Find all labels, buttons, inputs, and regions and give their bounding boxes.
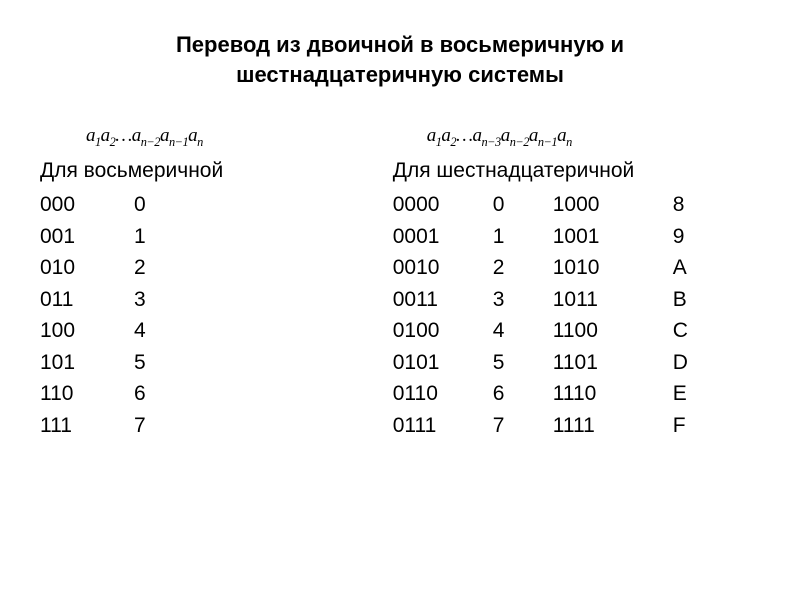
bin-cell: 1101 <box>553 347 673 379</box>
hex-subhead: Для шестнадцатеричной <box>393 159 760 183</box>
table-row: 1004 <box>40 315 393 347</box>
bin-cell: 000 <box>40 189 134 221</box>
val-cell: 7 <box>134 410 174 442</box>
val-cell: 6 <box>493 378 553 410</box>
octal-column: a1a2…an−2an−1an Для восьмеричной 0000 00… <box>40 125 393 441</box>
content-columns: a1a2…an−2an−1an Для восьмеричной 0000 00… <box>40 125 760 441</box>
page-title: Перевод из двоичной в восьмеричную и шес… <box>40 30 760 89</box>
table-row: 0000 <box>40 189 393 221</box>
octal-subhead: Для восьмеричной <box>40 159 393 183</box>
val-cell: 4 <box>134 315 174 347</box>
val-cell: 3 <box>493 284 553 316</box>
val-cell: 6 <box>134 378 174 410</box>
bin-cell: 0011 <box>393 284 493 316</box>
hex-column: a1a2…an−3an−2an−1an Для шестнадцатерично… <box>393 125 760 441</box>
bin-cell: 0001 <box>393 221 493 253</box>
val-cell: 7 <box>493 410 553 442</box>
table-row: 010151101D <box>393 347 760 379</box>
bin-cell: 1111 <box>553 410 673 442</box>
hex-formula: a1a2…an−3an−2an−1an <box>393 125 760 159</box>
bin-cell: 0010 <box>393 252 493 284</box>
val-cell: F <box>673 410 713 442</box>
table-row: 0011 <box>40 221 393 253</box>
table-row: 001131011B <box>393 284 760 316</box>
bin-cell: 0000 <box>393 189 493 221</box>
bin-cell: 110 <box>40 378 134 410</box>
formula-text: a1a2…an−3an−2an−1an <box>427 125 572 146</box>
bin-cell: 1010 <box>553 252 673 284</box>
bin-cell: 111 <box>40 410 134 442</box>
title-line-2: шестнадцатеричную системы <box>236 62 564 87</box>
val-cell: E <box>673 378 713 410</box>
title-line-1: Перевод из двоичной в восьмеричную и <box>176 32 624 57</box>
bin-cell: 1110 <box>553 378 673 410</box>
bin-cell: 1001 <box>553 221 673 253</box>
bin-cell: 101 <box>40 347 134 379</box>
table-row: 1117 <box>40 410 393 442</box>
val-cell: 0 <box>134 189 174 221</box>
table-row: 1106 <box>40 378 393 410</box>
val-cell: D <box>673 347 713 379</box>
bin-cell: 1100 <box>553 315 673 347</box>
bin-cell: 0101 <box>393 347 493 379</box>
octal-formula: a1a2…an−2an−1an <box>40 125 393 159</box>
bin-cell: 0100 <box>393 315 493 347</box>
table-row: 010041100C <box>393 315 760 347</box>
bin-cell: 1000 <box>553 189 673 221</box>
val-cell: C <box>673 315 713 347</box>
val-cell: 0 <box>493 189 553 221</box>
bin-cell: 1011 <box>553 284 673 316</box>
table-row: 0000010008 <box>393 189 760 221</box>
val-cell: 1 <box>134 221 174 253</box>
table-row: 0001110019 <box>393 221 760 253</box>
table-row: 011171111F <box>393 410 760 442</box>
table-row: 011061110E <box>393 378 760 410</box>
val-cell: 2 <box>493 252 553 284</box>
val-cell: 5 <box>134 347 174 379</box>
formula-text: a1a2…an−2an−1an <box>86 125 203 146</box>
bin-cell: 001 <box>40 221 134 253</box>
val-cell: 2 <box>134 252 174 284</box>
val-cell: 4 <box>493 315 553 347</box>
val-cell: 5 <box>493 347 553 379</box>
val-cell: 8 <box>673 189 713 221</box>
octal-table: 0000 0011 0102 0113 1004 1015 1106 1117 <box>40 189 393 441</box>
bin-cell: 011 <box>40 284 134 316</box>
table-row: 1015 <box>40 347 393 379</box>
val-cell: 1 <box>493 221 553 253</box>
table-row: 001021010A <box>393 252 760 284</box>
bin-cell: 0111 <box>393 410 493 442</box>
bin-cell: 0110 <box>393 378 493 410</box>
page: Перевод из двоичной в восьмеричную и шес… <box>0 0 800 441</box>
val-cell: A <box>673 252 713 284</box>
hex-table: 0000010008 0001110019 001021010A 0011310… <box>393 189 760 441</box>
table-row: 0113 <box>40 284 393 316</box>
bin-cell: 100 <box>40 315 134 347</box>
val-cell: 9 <box>673 221 713 253</box>
bin-cell: 010 <box>40 252 134 284</box>
val-cell: 3 <box>134 284 174 316</box>
table-row: 0102 <box>40 252 393 284</box>
val-cell: B <box>673 284 713 316</box>
